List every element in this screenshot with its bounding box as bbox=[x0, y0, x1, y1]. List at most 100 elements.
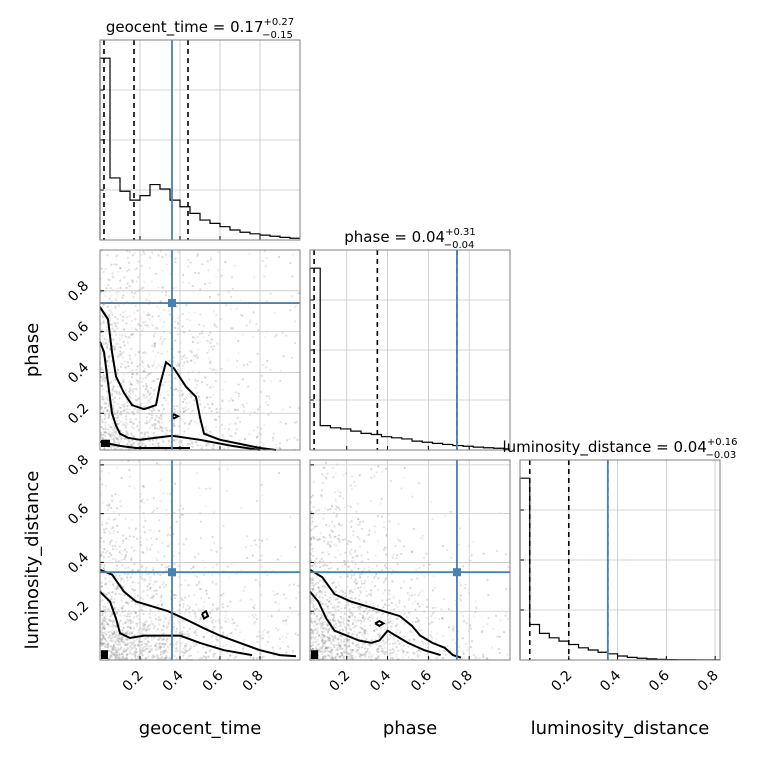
sample-point bbox=[102, 625, 105, 629]
sample-point bbox=[377, 650, 380, 653]
sample-point bbox=[334, 508, 338, 511]
sample-point bbox=[208, 443, 211, 446]
sample-point bbox=[118, 551, 121, 554]
contour-geocent_time-luminosity_distance-0 bbox=[99, 568, 297, 658]
sample-point bbox=[334, 626, 337, 630]
sample-point bbox=[320, 650, 323, 653]
sample-point bbox=[475, 607, 478, 610]
sample-point bbox=[157, 638, 160, 641]
sample-point bbox=[118, 406, 121, 409]
sample-point bbox=[390, 651, 394, 655]
sample-point bbox=[295, 420, 298, 423]
sample-point bbox=[125, 656, 128, 659]
sample-point bbox=[183, 398, 186, 401]
sample-point bbox=[324, 591, 327, 594]
sample-point bbox=[234, 421, 237, 424]
sample-point bbox=[432, 611, 435, 614]
sample-point bbox=[363, 630, 366, 634]
sample-point bbox=[156, 603, 160, 606]
sample-point bbox=[100, 352, 103, 355]
sample-point bbox=[438, 617, 441, 621]
sample-point bbox=[331, 648, 334, 651]
sample-point bbox=[111, 635, 114, 638]
sample-point bbox=[156, 559, 159, 562]
sample-point bbox=[335, 515, 338, 518]
sample-point bbox=[108, 580, 111, 583]
sample-point bbox=[350, 519, 353, 523]
sample-point bbox=[252, 429, 255, 432]
sample-point bbox=[320, 640, 323, 643]
sample-point bbox=[120, 646, 123, 649]
sample-point bbox=[227, 428, 231, 431]
sample-point bbox=[332, 476, 335, 479]
sample-point bbox=[418, 605, 421, 608]
sample-point bbox=[311, 621, 314, 624]
sample-point bbox=[402, 580, 406, 583]
sample-point bbox=[168, 295, 171, 298]
sample-point bbox=[327, 654, 330, 657]
sample-point bbox=[150, 537, 153, 540]
sample-point bbox=[135, 378, 138, 381]
sample-point bbox=[140, 647, 143, 650]
sample-point bbox=[135, 280, 138, 283]
sample-point bbox=[223, 447, 226, 450]
sample-point bbox=[338, 601, 341, 604]
sample-point bbox=[334, 656, 337, 659]
sample-point bbox=[112, 438, 115, 441]
sample-point bbox=[222, 592, 225, 595]
sample-point bbox=[166, 492, 169, 495]
sample-point bbox=[124, 631, 127, 635]
sample-point bbox=[105, 326, 108, 329]
sample-point bbox=[142, 311, 145, 314]
sample-point bbox=[104, 416, 107, 419]
sample-point bbox=[358, 474, 361, 477]
sample-point bbox=[357, 523, 360, 526]
sample-point bbox=[310, 629, 313, 632]
sample-point bbox=[155, 438, 158, 441]
sample-point bbox=[120, 437, 123, 440]
sample-point bbox=[115, 656, 118, 659]
sample-point bbox=[103, 616, 106, 619]
sample-point bbox=[352, 642, 355, 645]
sample-point bbox=[248, 433, 251, 436]
sample-point bbox=[121, 622, 125, 625]
sample-point bbox=[132, 641, 135, 644]
sample-point bbox=[158, 427, 161, 430]
sample-point bbox=[201, 263, 204, 266]
sample-point bbox=[341, 654, 344, 657]
sample-point bbox=[125, 643, 128, 647]
sample-point bbox=[211, 535, 214, 539]
sample-point bbox=[246, 363, 249, 366]
sample-point bbox=[111, 632, 114, 636]
sample-point bbox=[214, 652, 217, 655]
sample-point bbox=[124, 555, 128, 558]
sample-point bbox=[331, 506, 334, 509]
sample-point bbox=[392, 553, 395, 557]
sample-point bbox=[101, 406, 104, 409]
sample-point bbox=[239, 599, 242, 602]
sample-point bbox=[327, 650, 330, 653]
sample-point bbox=[350, 657, 353, 660]
sample-point bbox=[407, 651, 410, 654]
sample-point bbox=[158, 585, 161, 589]
sample-point bbox=[136, 622, 139, 625]
sample-point bbox=[224, 616, 227, 620]
sample-point bbox=[144, 445, 147, 448]
sample-point bbox=[187, 584, 190, 587]
sample-point bbox=[219, 275, 223, 278]
sample-point bbox=[193, 361, 196, 364]
sample-point bbox=[198, 487, 201, 490]
sample-point bbox=[495, 549, 499, 553]
sample-point bbox=[326, 647, 329, 650]
sample-point bbox=[433, 586, 436, 590]
sample-point bbox=[121, 604, 124, 608]
sample-point bbox=[333, 639, 336, 642]
sample-point bbox=[162, 396, 165, 399]
title-sub-geocent_time: −0.15 bbox=[262, 30, 293, 41]
sample-point bbox=[104, 406, 108, 409]
sample-point bbox=[133, 311, 136, 315]
sample-point bbox=[128, 633, 131, 636]
sample-point bbox=[314, 537, 317, 541]
sample-point bbox=[337, 549, 340, 552]
sample-point bbox=[391, 622, 394, 626]
